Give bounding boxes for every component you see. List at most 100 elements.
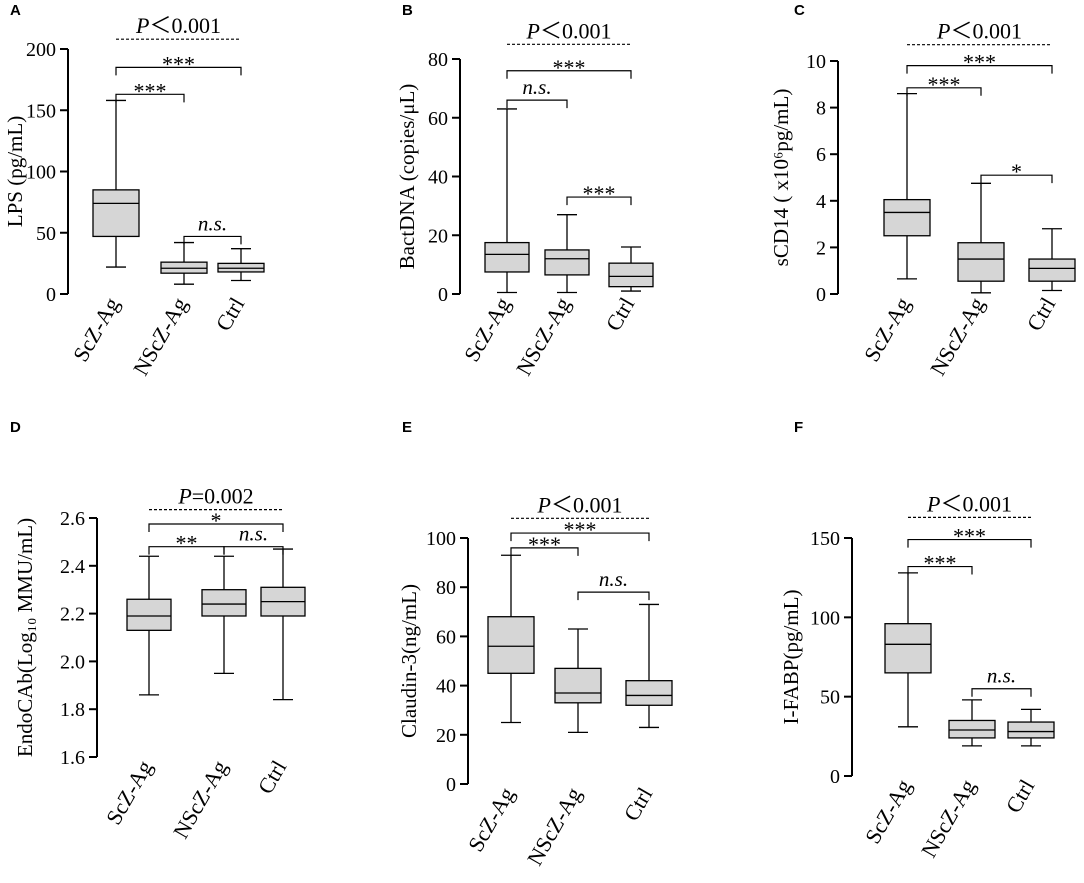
x-category-label: ScZ-Ag [459,293,515,366]
comparison-bracket [906,87,982,96]
p-value-text: ＜0.001 [940,491,1012,516]
comparison-bracket [148,523,284,532]
x-category-label: NScZ-Ag [522,783,586,870]
y-tick-label: 0 [446,774,456,796]
x-category-label: NScZ-Ag [128,293,192,380]
significance-label: *** [928,72,961,97]
p-symbol: P [537,492,551,517]
iqr-box [948,719,996,739]
comparison-bracket [577,591,650,601]
y-tick-label: 10 [806,51,826,73]
y-tick-label: 2 [816,237,826,259]
panel-label: F [794,419,803,436]
box-ctrl [625,603,673,729]
iqr-box [1028,258,1076,282]
significance-label: *** [583,181,616,206]
panel-b: B 0 20 40 60 80 BactDNA (copies/μL) ScZ-AgNScZ-… [395,2,654,380]
p-symbol: P [177,484,191,509]
y-tick-label: 2.2 [60,604,85,626]
p-symbol: P [135,13,149,38]
y-tick-label: 100 [810,607,840,629]
box-ctrl [1028,228,1076,292]
significance-label: n.s. [239,522,268,546]
p-value-text: ＜0.001 [149,13,221,38]
iqr-box [92,189,140,238]
box-nscz-ag [554,628,602,733]
x-category-label: Ctrl [211,293,250,335]
comparison-bracket [971,688,1032,697]
comparison-bracket [115,66,242,76]
panel-d: D 1.6 1.8 2.0 2.2 2.4 2.6 EndoCAb(Log₁₀ MMU/mL)… [10,419,306,843]
significance-label: *** [953,524,986,549]
comparison-bracket [907,565,973,575]
y-tick-label: 50 [36,223,56,245]
significance-label: *** [553,55,586,80]
significance-label: *** [564,517,597,542]
x-category-label: ScZ-Ag [68,293,124,366]
comparison-bracket [506,99,568,109]
box-scz-ag [92,99,140,268]
y-tick-label: 0 [46,284,56,306]
panel-label: D [10,419,21,436]
box-nscz-ag [948,699,996,747]
y-tick-label: 1.6 [60,747,85,769]
x-category-label: Ctrl [1001,775,1040,817]
overall-p-value: P＜0.001 [926,491,1012,516]
y-axis-label: I-FABP(pg/mL) [779,590,803,725]
x-category-label: ScZ-Ag [859,293,915,366]
y-tick-label: 150 [810,528,840,550]
box-scz-ag [126,555,172,696]
panel-e: E 0 20 40 60 80 100 Claudin-3(ng/mL) ScZ-Ag NScZ-… [397,419,673,870]
comparison-bracket [183,235,242,245]
y-tick-label: 0 [816,284,826,306]
overall-p-value: P＜0.001 [537,492,623,517]
y-tick-label: 2.0 [60,651,85,673]
iqr-box [201,589,247,617]
box-scz-ag [484,108,530,294]
x-category-label: ScZ-Ag [463,783,519,856]
y-tick-label: 200 [26,39,56,61]
y-tick-label: 20 [428,225,448,247]
box-ctrl [608,246,654,292]
y-tick-label: 6 [816,144,826,166]
panel-a: A 0 50 100 150 200 LPS (pg/mL) ScZ-Ag NScZ-Ag Ctr… [3,2,265,380]
significance-label: ** [176,531,198,556]
panel-label: B [402,2,413,19]
significance-label: n.s. [522,75,551,99]
y-tick-label: 150 [26,100,56,122]
y-axis-label: LPS (pg/mL) [3,116,27,227]
p-value-text: =0.002 [192,484,254,509]
overall-p-value: P＜0.001 [135,13,221,38]
comparison-bracket [223,546,284,555]
panel-label: C [794,2,805,19]
p-value-text: ＜0.001 [551,492,623,517]
x-category-label: Ctrl [1022,293,1061,335]
comparison-bracket [980,174,1053,184]
x-category-label: Ctrl [601,293,640,335]
overall-p-value: P＜0.001 [936,19,1022,44]
y-tick-label: 60 [436,626,456,648]
significance-label: * [1011,159,1022,184]
x-category-label: ScZ-Ag [860,775,916,848]
iqr-box [554,667,602,704]
iqr-box [544,249,590,276]
p-value-text: ＜0.001 [950,19,1022,44]
y-tick-label: 40 [436,676,456,698]
comparison-bracket [566,196,632,206]
y-tick-label: 40 [428,167,448,189]
significance-label: *** [963,50,996,75]
panel-label: A [10,2,21,19]
y-tick-label: 50 [820,687,840,709]
y-tick-label: 60 [428,108,448,130]
iqr-box [608,262,654,288]
significance-label: n.s. [198,211,227,235]
overall-p-value: P=0.002 [177,484,253,509]
y-tick-label: 80 [428,49,448,71]
y-tick-label: 2.4 [60,556,85,578]
y-tick-label: 0 [438,284,448,306]
comparison-bracket [510,547,579,556]
panel-label: E [402,419,412,436]
y-axis-label: BactDNA (copies/μL) [395,84,419,270]
box-scz-ag [883,92,931,280]
